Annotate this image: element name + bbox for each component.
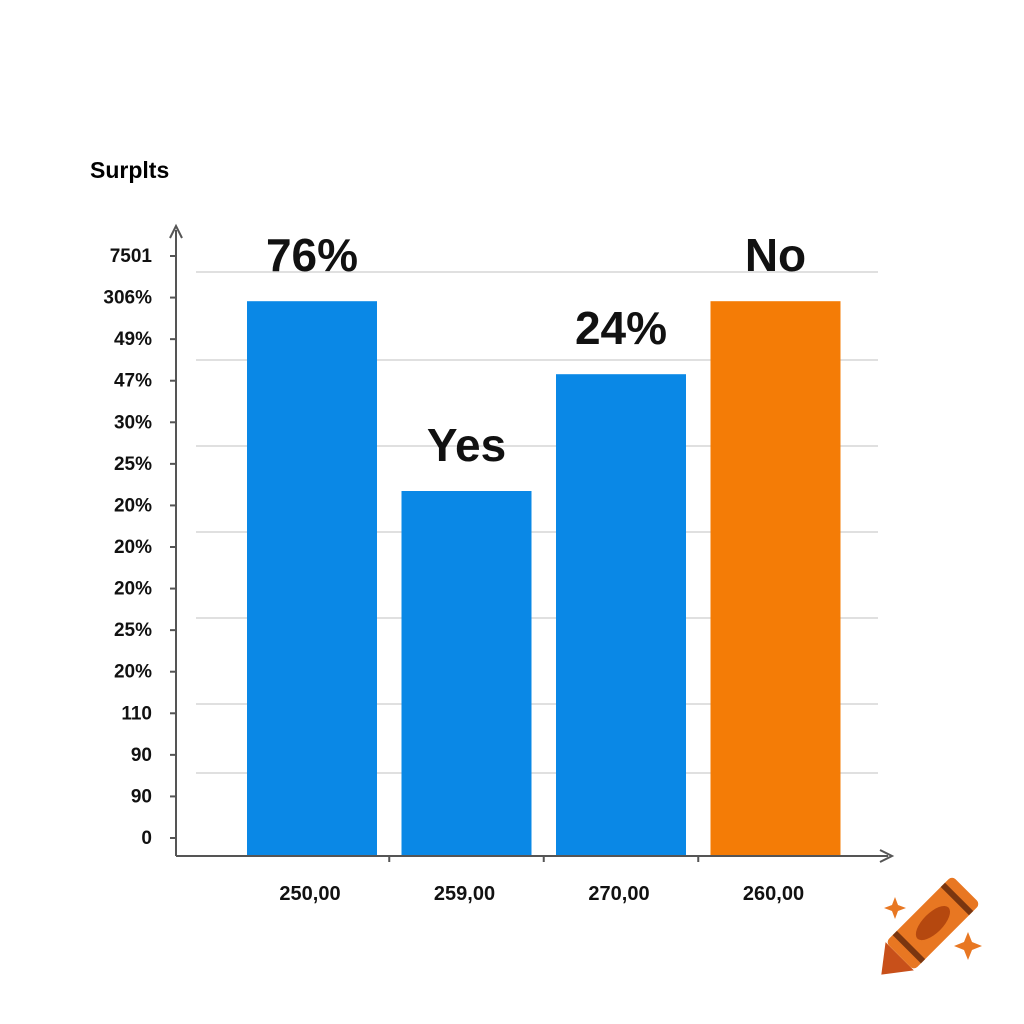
y-axis-title: Surplts (90, 157, 169, 183)
y-tick-label: 47% (114, 371, 152, 392)
x-tick-label: 259,00 (434, 883, 495, 905)
x-tick-label: 260,00 (743, 883, 804, 905)
x-tick-label: 270,00 (588, 883, 649, 905)
bars (247, 301, 841, 856)
y-axis-arrow (169, 223, 183, 239)
x-axis-ticks: 250,00 259,00 270,00 260,00 (279, 856, 804, 905)
y-tick-label: 20% (114, 495, 152, 516)
y-tick-label: 25% (114, 620, 152, 641)
y-tick-label: 20% (114, 662, 152, 683)
axes (169, 223, 895, 863)
y-tick-label: 20% (114, 537, 152, 558)
y-tick-label: 306% (103, 288, 152, 309)
y-tick-label: 90 (131, 786, 152, 807)
y-tick-label: 110 (121, 703, 152, 724)
x-tick-label: 250,00 (279, 883, 340, 905)
y-tick-label: 49% (114, 329, 152, 350)
bar (247, 301, 377, 856)
y-tick-label: 20% (114, 579, 152, 600)
y-axis-ticks: 7501 306% 49% 47% 30% 25% 20% 20% 20% 25% 20% 110 90… (103, 246, 176, 849)
y-tick-label: 25% (114, 454, 152, 475)
sparkle-icon (954, 932, 982, 960)
bar (710, 301, 841, 856)
data-label: No (745, 229, 806, 281)
y-tick-label: 90 (131, 745, 152, 766)
y-tick-label: 30% (114, 412, 152, 433)
y-tick-label: 7501 (110, 246, 153, 267)
data-label: 76% (266, 229, 358, 281)
data-label: 24% (575, 302, 667, 354)
crayon-icon (881, 877, 979, 975)
data-labels: 76% Yes 24% No (266, 229, 806, 471)
sparkle-icon (884, 897, 906, 919)
bar (401, 491, 532, 856)
data-label: Yes (427, 419, 506, 471)
x-axis-arrow (879, 849, 895, 863)
y-tick-label: 0 (141, 828, 152, 849)
bar (556, 374, 686, 856)
